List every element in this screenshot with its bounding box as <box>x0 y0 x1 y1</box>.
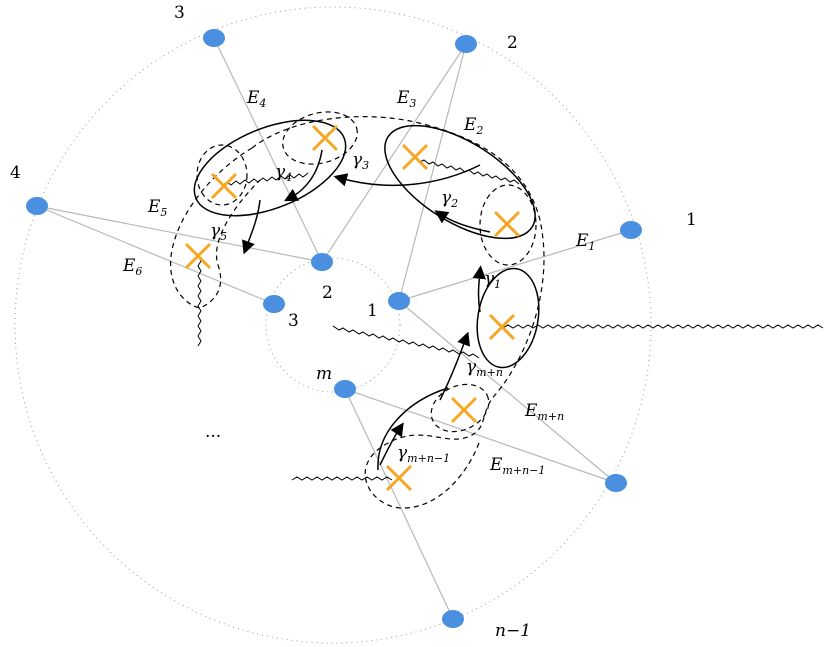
cycle-gamma3 <box>333 164 481 187</box>
node-outer-1 <box>620 221 642 239</box>
nodes <box>26 29 642 628</box>
crosses <box>184 124 521 492</box>
edge-E3 <box>321 43 467 263</box>
edges <box>36 37 632 620</box>
branch-cut-bottom <box>291 476 393 481</box>
branch-cut-gamma4 <box>221 172 309 187</box>
edge-Emn <box>398 300 617 484</box>
cycles <box>193 119 540 471</box>
dashed-curves <box>170 111 545 509</box>
label-Emn: Em+n <box>524 401 564 423</box>
branch-cut-top-left <box>197 255 202 347</box>
label-E6: E6 <box>122 256 142 278</box>
node-inner-2 <box>311 253 333 271</box>
label-ellipsis: ... <box>205 422 221 442</box>
label-gamma-mn: γm+n <box>466 357 503 379</box>
cross-7 <box>450 396 478 424</box>
label-outer-nminus1: n−1 <box>495 621 531 641</box>
cross-3 <box>184 242 212 270</box>
dashed-ellipse-gamma4 <box>282 111 358 165</box>
dashed-main-curve <box>251 116 545 509</box>
cycle-gamma-mn1 <box>379 422 404 466</box>
label-Emn1: Em+n−1 <box>489 455 545 477</box>
node-outer-right <box>605 474 627 492</box>
label-outer-4: 4 <box>10 163 21 183</box>
cycle-e2 <box>384 124 536 240</box>
cross-4 <box>401 143 429 171</box>
cycle-gamma2 <box>434 210 491 233</box>
cycle-gamma5 <box>242 199 261 255</box>
cycle-e4 <box>193 119 347 217</box>
label-outer-3: 3 <box>174 3 185 23</box>
cross-6 <box>488 313 516 341</box>
inner-circle <box>265 257 401 393</box>
label-E2: E2 <box>463 115 483 137</box>
edge-E4 <box>213 37 323 263</box>
cross-2 <box>210 172 238 200</box>
label-E3: E3 <box>396 88 416 110</box>
label-gamma1: γ1 <box>484 269 501 291</box>
node-outer-nminus1 <box>442 610 464 628</box>
branch-cut-middle <box>332 325 480 359</box>
label-gamma-mn1: γm+n−1 <box>397 443 450 465</box>
dashed-ellipse-mn <box>430 383 490 433</box>
edge-Emn1 <box>344 388 617 484</box>
label-gamma3: γ3 <box>352 150 369 172</box>
label-inner-m: m <box>316 364 332 384</box>
label-gamma2: γ2 <box>441 188 458 210</box>
cycle-gamma4 <box>284 149 323 202</box>
node-inner-3 <box>263 295 285 313</box>
label-inner-1: 1 <box>367 301 378 321</box>
cycle-gamma-mn1-outer <box>377 387 449 471</box>
node-inner-m <box>334 380 356 398</box>
node-outer-3 <box>203 29 225 47</box>
label-outer-1: 1 <box>686 210 697 230</box>
cycle-gamma1 <box>472 265 486 313</box>
cross-5 <box>493 210 521 238</box>
dashed-ellipse-gamma2 <box>479 184 537 266</box>
label-E1: E1 <box>575 231 595 253</box>
branch-cut-right <box>502 324 824 329</box>
label-inner-2: 2 <box>322 283 333 303</box>
label-gamma4: γ4 <box>275 162 292 184</box>
node-inner-1 <box>388 292 410 310</box>
label-E5: E5 <box>147 197 167 219</box>
outer-circle <box>14 6 652 644</box>
node-outer-4 <box>26 197 48 215</box>
edge-m <box>344 388 454 620</box>
edge-E6 <box>36 205 275 305</box>
cycle-gamma-mn <box>439 331 471 401</box>
label-inner-3: 3 <box>288 311 299 331</box>
edge-E5 <box>36 205 323 263</box>
edge-E1 <box>398 229 632 302</box>
cross-8 <box>385 464 413 492</box>
label-gamma5: γ5 <box>210 221 227 243</box>
node-outer-2 <box>455 35 477 53</box>
cycle-mn <box>476 267 540 369</box>
edge-E2 <box>398 43 467 302</box>
dashed-ellipse-e5 <box>196 144 248 206</box>
label-E4: E4 <box>246 88 266 110</box>
cross-1 <box>311 124 339 152</box>
label-outer-2: 2 <box>507 33 518 53</box>
branch-cuts <box>197 157 824 481</box>
